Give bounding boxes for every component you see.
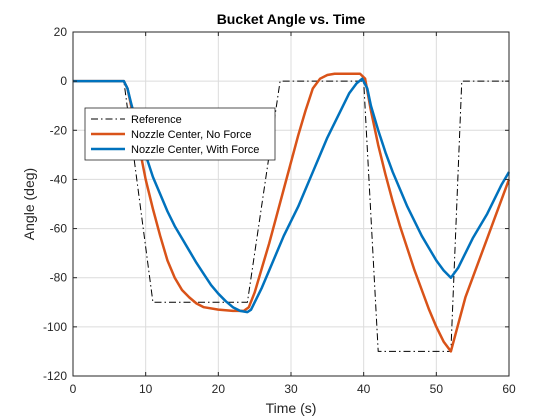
y-tick-label: -120	[43, 369, 67, 383]
legend-entry: Nozzle Center, With Force	[131, 144, 259, 156]
x-tick-label: 20	[212, 382, 226, 396]
series-line-1	[73, 80, 509, 352]
axis-ticks: 0 10 20 30 40 50 60 20 0 -20 -40 -60 -80 -100 -120	[43, 25, 516, 396]
legend-entry: Nozzle Center, No Force	[131, 129, 251, 141]
x-tick-label: 50	[430, 382, 444, 396]
x-tick-label: 0	[70, 382, 77, 396]
series-lines	[73, 72, 511, 353]
x-tick-label: 10	[139, 382, 153, 396]
x-tick-label: 40	[357, 382, 371, 396]
y-tick-label: 20	[54, 25, 68, 39]
y-tick-label: 0	[60, 74, 67, 88]
y-tick-label: -80	[50, 271, 68, 285]
y-tick-label: -60	[50, 222, 68, 236]
y-tick-label: -100	[43, 320, 67, 334]
legend-entry: Reference	[131, 114, 182, 126]
chart-title: Bucket Angle vs. Time	[217, 11, 366, 27]
x-axis-label: Time (s)	[266, 400, 317, 416]
y-tick-label: -20	[50, 123, 68, 137]
y-axis-label: Angle (deg)	[21, 168, 37, 240]
legend: Reference Nozzle Center, No Force Nozzle C…	[84, 107, 276, 161]
series-line-3	[73, 77, 511, 314]
series-line-2	[73, 72, 511, 353]
x-tick-label: 60	[502, 382, 516, 396]
x-tick-label: 30	[284, 382, 298, 396]
y-tick-label: -40	[50, 172, 68, 186]
